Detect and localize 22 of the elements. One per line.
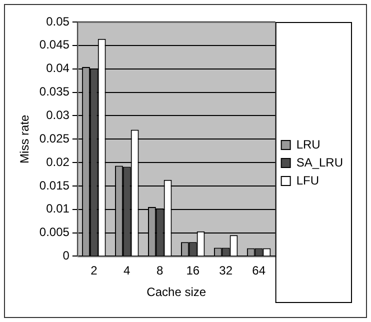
y-tick-label: 0.01	[46, 202, 70, 216]
x-tick-label: 4	[124, 264, 131, 278]
x-axis-title: Cache size	[146, 285, 206, 300]
x-tick-label: 32	[219, 264, 233, 278]
legend-label: LRU	[296, 137, 320, 152]
y-tick-label: 0.02	[46, 154, 70, 169]
y-tick-label: 0.03	[46, 108, 70, 122]
y-tick-label: 0.015	[39, 178, 70, 192]
y-axis-title: Miss rate	[18, 114, 32, 164]
y-tick-label: 0.035	[39, 84, 70, 99]
y-tick-label: 0	[62, 248, 70, 263]
y-tick-label: 0.025	[39, 131, 70, 146]
legend-label: LFU	[296, 173, 319, 188]
x-tick-label: 8	[156, 264, 164, 278]
y-tick-label: 0.04	[46, 61, 70, 76]
legend-label: SA_LRU	[296, 155, 343, 170]
x-tick-label: 16	[186, 264, 200, 278]
x-tick-label: 2	[90, 264, 98, 278]
y-tick-label: 0.005	[39, 225, 70, 240]
y-tick-label: 0.045	[39, 38, 70, 52]
y-tick-label: 0.05	[46, 14, 70, 28]
x-tick-label: 64	[252, 264, 266, 278]
